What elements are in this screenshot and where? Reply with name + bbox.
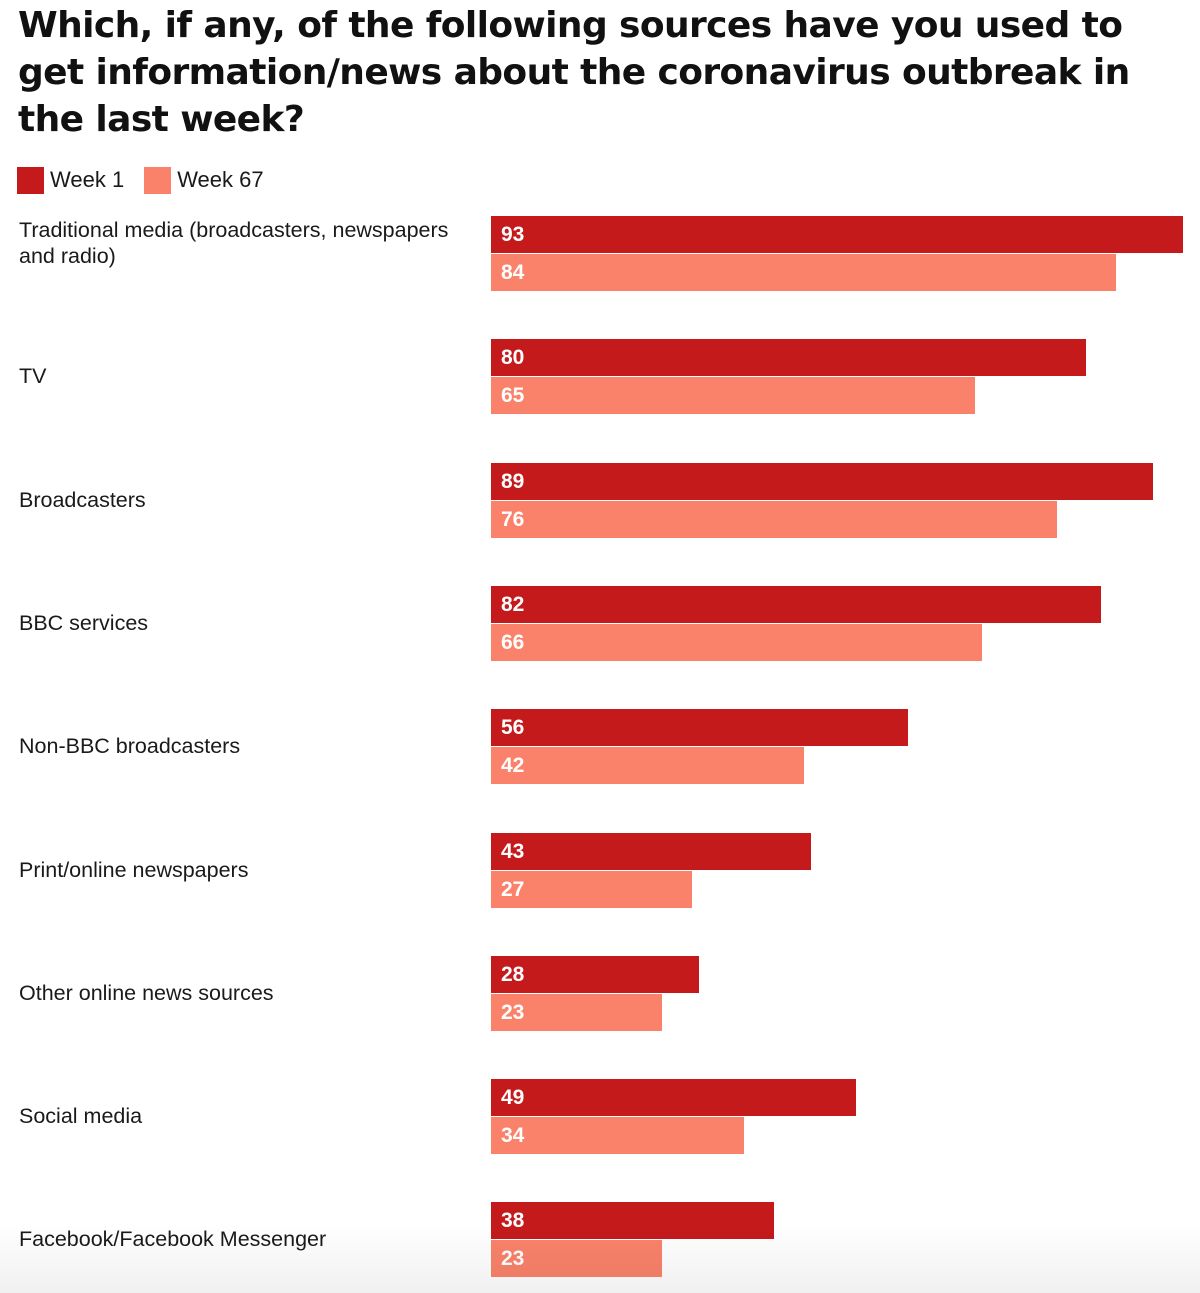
category-label-print-online-newspapers: Print/online newspapers [19, 857, 249, 882]
data-label: 38 [501, 1209, 525, 1233]
data-label: 82 [501, 592, 525, 616]
data-label: 84 [501, 261, 525, 284]
bar-print-online-newspapers-week-1: 43 [491, 832, 811, 870]
legend-item-week-1: Week 1 [17, 166, 125, 194]
data-label: 56 [501, 716, 525, 740]
bar-traditional-media-broadcasters-newspapers-and-radio-week-67: 84 [491, 254, 1116, 291]
bar-social-media-week-67: 34 [491, 1117, 744, 1155]
bar-bbc-services-week-67: 66 [491, 623, 982, 661]
legend-item-week-67: Week 67 [144, 166, 264, 194]
bar-facebook-facebook-messenger-week-1: 38 [491, 1202, 774, 1240]
bar-non-bbc-broadcasters-week-1: 56 [491, 709, 908, 747]
category-label-traditional-media-broadcasters-newspapers-and-radio: Traditional media (broadcasters, newspap… [19, 218, 449, 268]
bar-print-online-newspapers-week-67: 27 [491, 870, 692, 908]
data-label: 80 [501, 346, 525, 370]
category-label-social-media: Social media [19, 1104, 143, 1129]
bar-social-media-week-1: 49 [491, 1079, 856, 1117]
bar-tv-week-1: 80 [491, 339, 1086, 377]
data-label: 28 [501, 962, 525, 986]
data-label: 42 [501, 754, 525, 778]
category-label-facebook-facebook-messenger: Facebook/Facebook Messenger [19, 1227, 327, 1252]
category-label-non-bbc-broadcasters: Non-BBC broadcasters [19, 734, 241, 759]
category-label-broadcasters: Broadcasters [19, 487, 146, 512]
data-label: 93 [501, 223, 525, 246]
data-label: 23 [501, 1000, 525, 1024]
data-label: 27 [501, 877, 525, 901]
bar-traditional-media-broadcasters-newspapers-and-radio-week-1: 93 [491, 216, 1183, 253]
data-label: 65 [501, 384, 525, 408]
bar-broadcasters-week-1: 89 [491, 462, 1153, 500]
data-label: 23 [501, 1247, 525, 1271]
data-label: 89 [501, 469, 525, 493]
data-label: 34 [501, 1124, 525, 1148]
legend-swatch-week-1 [17, 166, 44, 194]
data-label: 66 [501, 630, 525, 654]
data-label: 43 [501, 839, 525, 863]
bar-broadcasters-week-67: 76 [491, 500, 1057, 538]
bar-other-online-news-sources-week-1: 28 [491, 955, 699, 993]
category-label-tv: TV [19, 364, 47, 389]
category-label-bbc-services: BBC services [19, 610, 149, 635]
bar-facebook-facebook-messenger-week-67: 23 [491, 1240, 662, 1278]
bar-tv-week-67: 65 [491, 377, 975, 415]
bar-bbc-services-week-1: 82 [491, 585, 1101, 623]
legend-swatch-week-67 [144, 166, 172, 194]
data-label: 49 [501, 1086, 525, 1110]
chart-title: Which, if any, of the following sources … [18, 5, 1130, 140]
bar-non-bbc-broadcasters-week-67: 42 [491, 747, 804, 785]
bar-other-online-news-sources-week-67: 23 [491, 993, 662, 1031]
category-label-other-online-news-sources: Other online news sources [19, 980, 274, 1005]
legend-label-week-67: Week 67 [177, 167, 264, 192]
legend: Week 1 Week 67 [17, 166, 284, 194]
data-label: 76 [501, 507, 525, 531]
legend-label-week-1: Week 1 [50, 167, 125, 192]
